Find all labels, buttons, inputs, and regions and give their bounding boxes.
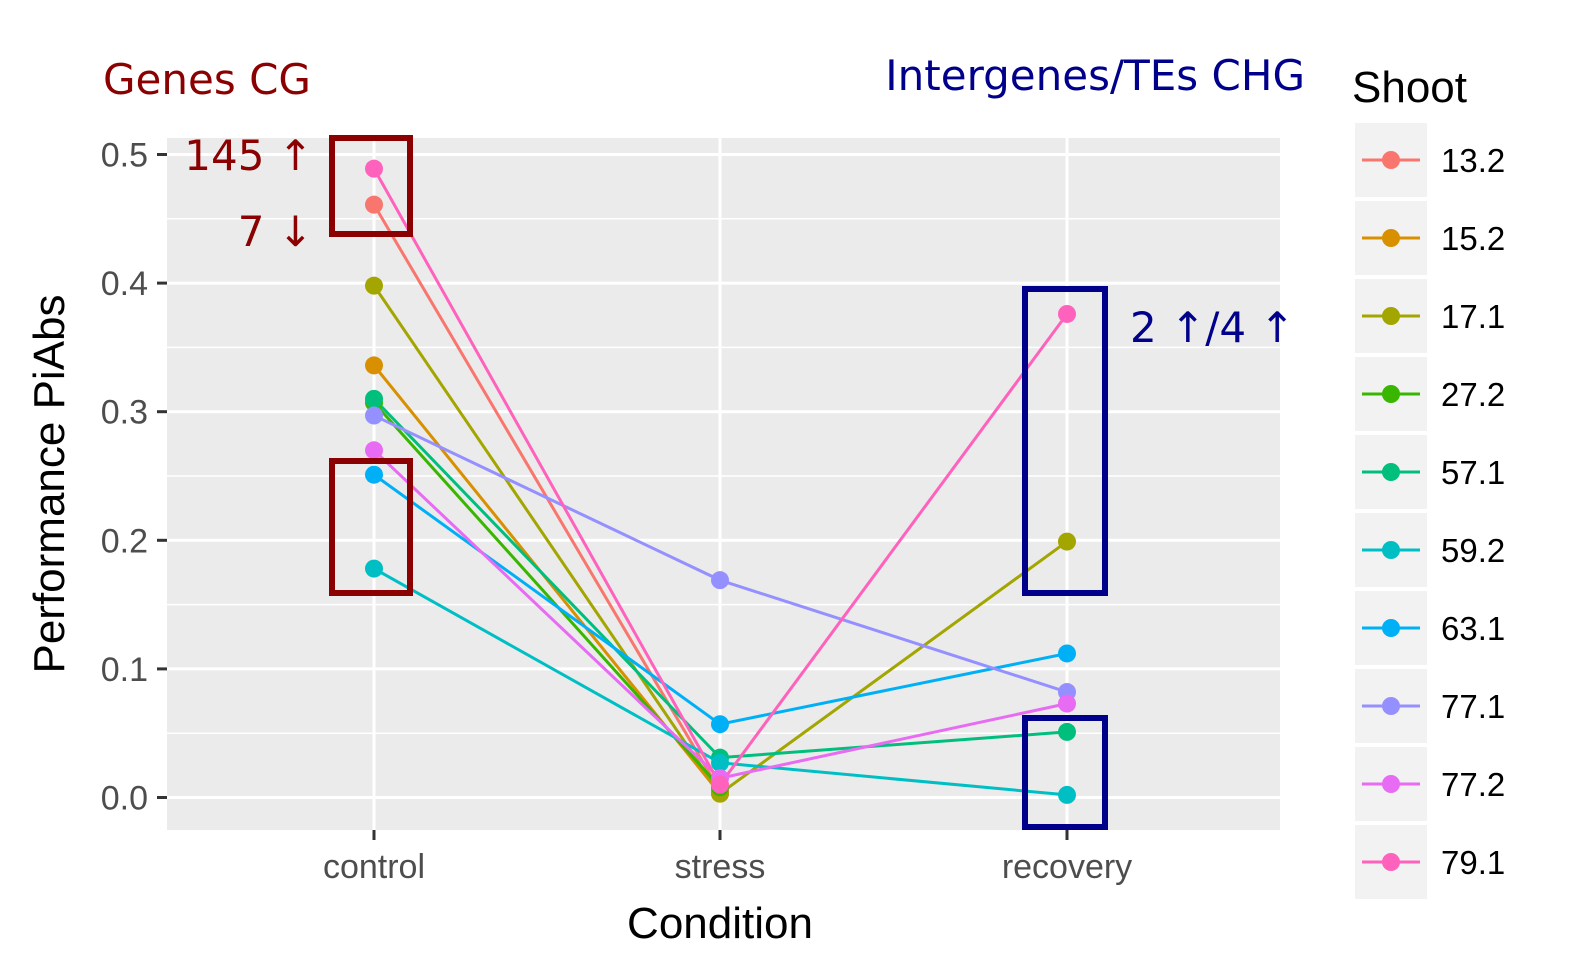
- legend-label-77.1: 77.1: [1441, 688, 1505, 725]
- highlight-box-recovery-top: [1022, 286, 1108, 596]
- data-point-59.2: [711, 753, 729, 772]
- highlight-box-recovery-bottom: [1022, 715, 1108, 830]
- y-tick-label: 0.1: [101, 651, 148, 689]
- y-axis-title: Performance PiAbs: [25, 294, 74, 673]
- x-tick-label: control: [323, 848, 425, 886]
- data-point-15.2: [365, 356, 383, 375]
- highlight-boxes: [329, 135, 1108, 830]
- legend-label-79.1: 79.1: [1441, 844, 1505, 881]
- data-point-79.1: [365, 159, 383, 178]
- data-point-57.1: [365, 389, 383, 408]
- data-point-77.1: [711, 571, 729, 590]
- data-point-77.2: [1058, 694, 1076, 713]
- data-point-59.2: [365, 559, 383, 578]
- legend-label-27.2: 27.2: [1441, 376, 1505, 413]
- grid-minor: [167, 218, 1280, 734]
- legend-key-point: [1382, 307, 1400, 325]
- annotation-7-down: 7 ↓: [238, 207, 313, 256]
- y-tick-label: 0.5: [101, 137, 148, 175]
- annotation-genes-cg: Genes CG: [103, 55, 311, 104]
- data-point-79.1: [711, 775, 729, 794]
- legend-key-point: [1382, 229, 1400, 247]
- legend-title: Shoot: [1352, 63, 1467, 112]
- series-points: [365, 159, 1076, 804]
- axes: 0.0 0.1 0.2 0.3 0.4 0.5 control stress recovery: [101, 137, 1132, 887]
- x-axis-title: Condition: [627, 899, 813, 948]
- data-point-63.1: [365, 465, 383, 484]
- annotation-145-up: 145 ↑: [184, 131, 313, 180]
- legend-key-point: [1382, 853, 1400, 871]
- legend-key-point: [1382, 385, 1400, 403]
- data-point-57.1: [1058, 722, 1076, 741]
- data-point-17.1: [365, 276, 383, 295]
- highlight-box-control-top: [329, 135, 413, 237]
- y-tick-label: 0.2: [101, 522, 148, 560]
- data-point-79.1: [1058, 304, 1076, 323]
- x-tick-label: recovery: [1002, 848, 1132, 886]
- legend-label-63.1: 63.1: [1441, 610, 1505, 647]
- legend-label-15.2: 15.2: [1441, 220, 1505, 257]
- grid-major: [167, 138, 1280, 830]
- data-point-77.1: [365, 406, 383, 425]
- legend-key-point: [1382, 775, 1400, 793]
- data-point-63.1: [711, 715, 729, 734]
- data-point-59.2: [1058, 785, 1076, 804]
- legend-key-point: [1382, 541, 1400, 559]
- legend-label-59.2: 59.2: [1441, 532, 1505, 569]
- legend: 13.2 15.2 17.1 27.2 57.1 59.2 63.1 77.1 77.2 79.1: [1355, 123, 1505, 899]
- y-tick-label: 0.4: [101, 265, 148, 303]
- legend-label-13.2: 13.2: [1441, 142, 1505, 179]
- legend-key-point: [1382, 619, 1400, 637]
- x-tick-label: stress: [675, 848, 766, 886]
- highlight-box-control-bottom: [329, 458, 413, 596]
- y-tick-label: 0.0: [101, 780, 148, 818]
- annotation-2-up-4-up: 2 ↑/4 ↑: [1130, 303, 1295, 352]
- legend-label-17.1: 17.1: [1441, 298, 1505, 335]
- data-point-77.2: [365, 441, 383, 460]
- data-point-13.2: [365, 195, 383, 214]
- legend-label-77.2: 77.2: [1441, 766, 1505, 803]
- legend-key-point: [1382, 151, 1400, 169]
- plot-panel: [167, 138, 1280, 830]
- legend-label-57.1: 57.1: [1441, 454, 1505, 491]
- y-tick-label: 0.3: [101, 394, 148, 432]
- data-point-17.1: [1058, 532, 1076, 551]
- legend-key-point: [1382, 463, 1400, 481]
- legend-key-point: [1382, 697, 1400, 715]
- annotation-intergenes-chg: Intergenes/TEs CHG: [885, 51, 1305, 100]
- data-point-63.1: [1058, 644, 1076, 663]
